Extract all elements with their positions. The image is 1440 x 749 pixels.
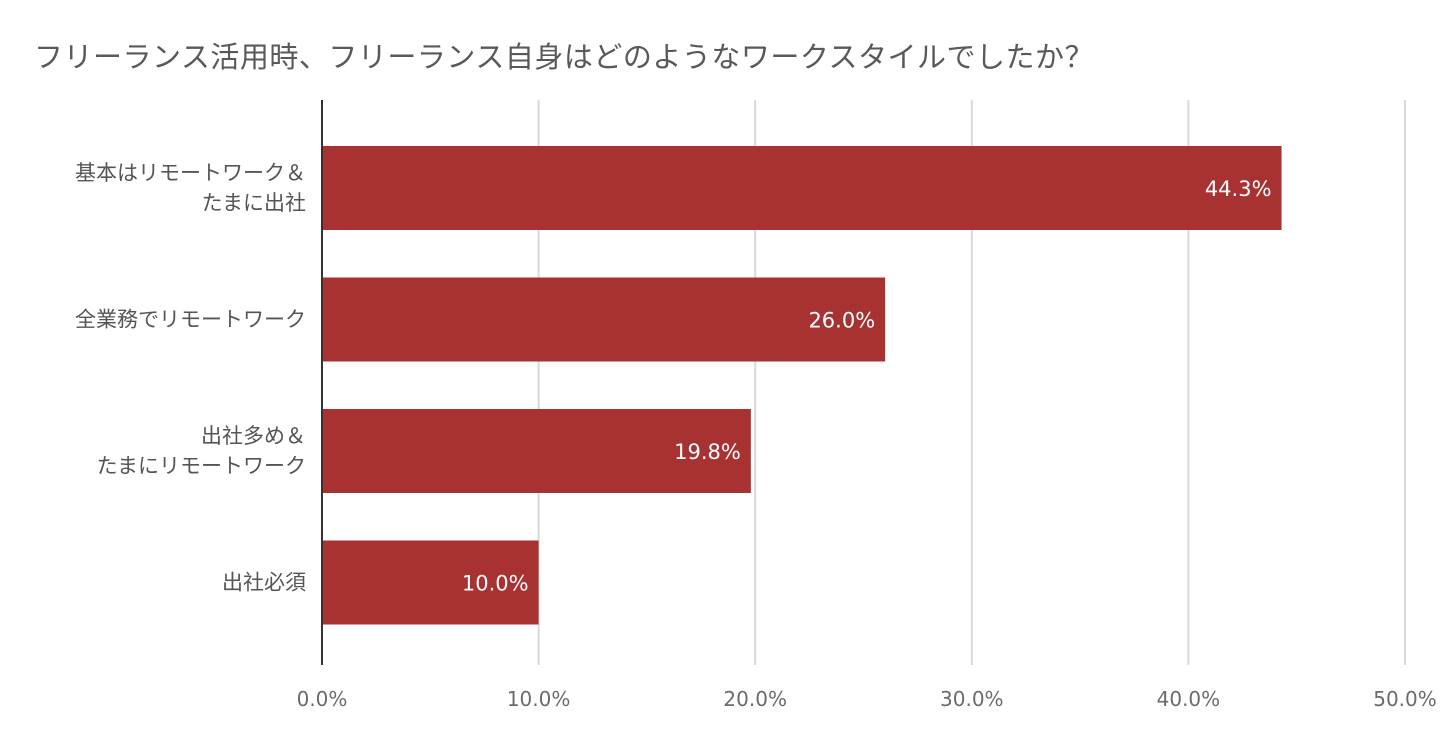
- category-label: たまに出社: [202, 191, 306, 215]
- bar: [322, 540, 539, 625]
- data-label: 19.8%: [674, 440, 741, 464]
- bar: [322, 146, 1282, 230]
- category-label: 出社必須: [222, 571, 306, 595]
- x-tick-label: 30.0%: [940, 687, 1004, 711]
- data-label: 44.3%: [1205, 177, 1272, 201]
- category-label: 出社多め＆: [201, 424, 306, 448]
- x-tick-label: 0.0%: [297, 687, 348, 711]
- data-label: 10.0%: [462, 572, 529, 596]
- category-label: たまにリモートワーク: [97, 454, 306, 478]
- bar: [322, 409, 751, 493]
- x-tick-label: 40.0%: [1157, 687, 1221, 711]
- labels: 0.0% 10.0% 20.0% 30.0% 40.0% 50.0% 44.3% 基本はリモー…: [75, 161, 1437, 711]
- category-label: 基本はリモートワーク＆: [75, 161, 306, 185]
- bars: [322, 146, 1282, 625]
- x-tick-label: 50.0%: [1373, 687, 1437, 711]
- data-label: 26.0%: [808, 309, 875, 333]
- x-tick-label: 10.0%: [507, 687, 571, 711]
- x-tick-label: 20.0%: [723, 687, 787, 711]
- chart-title: フリーランス活用時、フリーランス自身はどのようなワークスタイルでしたか？: [34, 40, 1094, 74]
- category-label: 全業務でリモートワーク: [75, 308, 306, 332]
- bar: [322, 277, 886, 362]
